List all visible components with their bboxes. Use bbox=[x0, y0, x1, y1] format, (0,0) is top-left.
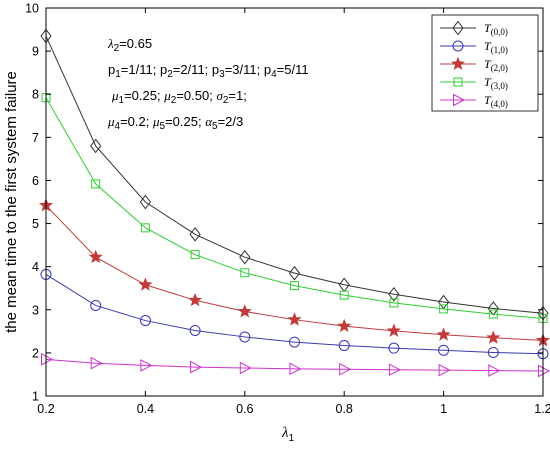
data-point bbox=[240, 268, 250, 278]
data-point bbox=[287, 312, 302, 326]
data-point bbox=[389, 298, 399, 308]
data-point bbox=[88, 249, 103, 264]
x-tick-label: 1.2 bbox=[534, 402, 550, 416]
data-point bbox=[239, 361, 252, 375]
x-axis-title-sub: 1 bbox=[288, 433, 294, 444]
legend-label: T(1,0) bbox=[484, 39, 508, 55]
legend-marker bbox=[450, 56, 466, 70]
x-tick-label: 0.4 bbox=[137, 402, 154, 416]
data-point bbox=[237, 304, 252, 318]
data-point bbox=[388, 286, 400, 302]
data-point bbox=[339, 290, 349, 300]
series-4 bbox=[41, 353, 550, 378]
data-point bbox=[138, 277, 153, 291]
data-point bbox=[140, 359, 153, 372]
legend-box bbox=[431, 14, 539, 112]
data-point bbox=[337, 318, 352, 333]
legend-label: T(0,0) bbox=[484, 21, 508, 37]
legend-entry: T(4,0) bbox=[440, 93, 508, 109]
data-point bbox=[190, 250, 200, 260]
series-line bbox=[45, 358, 544, 372]
data-point bbox=[388, 342, 400, 354]
legend-entry: T(2,0) bbox=[440, 56, 508, 73]
legend-label: T(4,0) bbox=[484, 93, 508, 109]
data-point bbox=[487, 346, 499, 358]
data-point bbox=[90, 356, 103, 370]
data-point bbox=[41, 353, 54, 366]
legend-entries: T(0,0) T(1,0) T(2,0) T(3,0) T(4,0) bbox=[440, 20, 508, 109]
x-axis-title: λ1 bbox=[281, 425, 295, 444]
data-point bbox=[189, 227, 201, 242]
data-point bbox=[139, 194, 152, 210]
data-point bbox=[288, 265, 301, 281]
data-point bbox=[188, 292, 203, 307]
series-line bbox=[45, 97, 544, 319]
data-point bbox=[487, 301, 499, 316]
y-tick-label: 3 bbox=[32, 303, 39, 317]
data-point bbox=[139, 315, 151, 327]
series-layer bbox=[38, 28, 550, 378]
y-tick-label: 6 bbox=[32, 174, 39, 188]
data-point bbox=[239, 249, 251, 265]
data-point bbox=[239, 331, 251, 343]
y-tick-label: 4 bbox=[32, 260, 39, 274]
annotation-p-values: p1=1/11; p2=2/11; p3=3/11; p4=5/11 bbox=[108, 62, 309, 80]
y-tick-label: 9 bbox=[32, 45, 39, 59]
annotation-mu-alpha: μ4=0.2; μ5=0.25; α5=2/3 bbox=[107, 114, 243, 132]
x-tick-label: 1 bbox=[440, 402, 447, 416]
legend-marker bbox=[452, 20, 464, 36]
data-point bbox=[189, 324, 201, 336]
data-point bbox=[90, 138, 102, 154]
data-point bbox=[190, 360, 203, 374]
y-tick-label: 2 bbox=[32, 346, 39, 360]
data-point bbox=[339, 362, 352, 376]
data-point bbox=[386, 323, 401, 337]
legend-marker bbox=[453, 93, 466, 107]
data-point bbox=[488, 309, 498, 319]
legend-label: T(2,0) bbox=[484, 57, 508, 73]
legend-marker bbox=[453, 77, 463, 87]
x-tick-label: 0.2 bbox=[37, 402, 54, 416]
data-point bbox=[488, 364, 501, 377]
series-3 bbox=[41, 93, 548, 323]
annotation-mu-sigma: μ1=0.25; μ2=0.50; σ2=1; bbox=[111, 88, 247, 106]
data-point bbox=[290, 281, 299, 291]
data-point bbox=[90, 299, 102, 311]
legend-entry: T(0,0) bbox=[440, 20, 508, 37]
data-point bbox=[436, 327, 451, 341]
x-tick-label: 0.8 bbox=[336, 402, 353, 416]
legend-entry: T(1,0) bbox=[440, 39, 508, 55]
series-line bbox=[45, 274, 544, 355]
data-point bbox=[486, 330, 501, 344]
y-tick-label: 7 bbox=[32, 131, 39, 145]
legend-label: T(3,0) bbox=[484, 75, 508, 91]
y-tick-label: 10 bbox=[25, 2, 39, 16]
x-axis-title-main: λ bbox=[281, 425, 289, 441]
series-line bbox=[45, 35, 544, 314]
data-point bbox=[439, 304, 449, 314]
y-tick-label: 5 bbox=[32, 217, 39, 231]
data-point bbox=[438, 363, 451, 377]
data-point bbox=[538, 364, 550, 378]
data-point bbox=[438, 344, 450, 356]
data-point bbox=[388, 363, 401, 377]
data-point bbox=[140, 223, 150, 233]
plot-frame bbox=[45, 7, 544, 397]
data-point bbox=[289, 362, 302, 376]
legend: T(0,0) T(1,0) T(2,0) T(3,0) T(4,0) bbox=[431, 14, 539, 112]
y-axis-title: the mean time to the first system failur… bbox=[3, 71, 20, 333]
legend-marker bbox=[452, 40, 464, 52]
legend-entry: T(3,0) bbox=[440, 75, 508, 91]
data-point bbox=[91, 179, 101, 189]
data-point bbox=[338, 340, 350, 352]
data-point bbox=[289, 336, 300, 348]
y-tick-label: 1 bbox=[32, 390, 39, 404]
x-tick-label: 0.6 bbox=[236, 402, 253, 416]
annotation-lambda2: λ2=0.65 bbox=[107, 36, 152, 54]
y-tick-label: 8 bbox=[32, 88, 39, 102]
ticks-layer: 0.2 0.4 0.6 0.8 1 1.2 1 2 3 4 5 6 7 8 9 10 bbox=[25, 2, 550, 417]
